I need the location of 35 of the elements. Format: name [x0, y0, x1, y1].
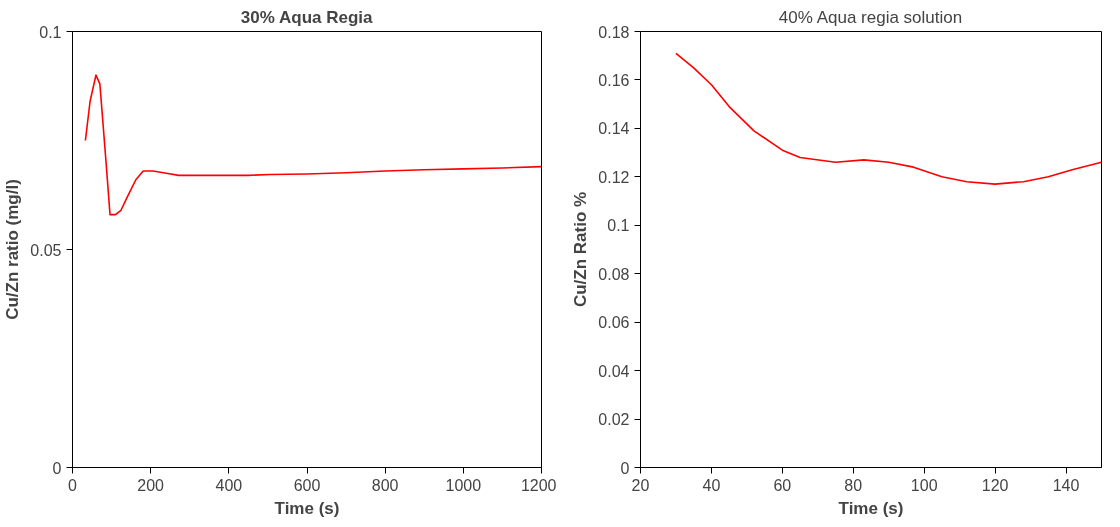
x-tick-label: 140 [1052, 476, 1080, 494]
x-tick-label: 0 [68, 476, 78, 494]
y-tick-label: 0.05 [30, 241, 62, 259]
x-tick-label: 40 [702, 476, 721, 494]
y-tick-label: 0.04 [598, 362, 630, 380]
y-tick-label: 0 [620, 459, 630, 477]
x-tick-label: 400 [215, 476, 243, 494]
x-tick-label: 600 [293, 476, 321, 494]
y-tick-label: 0.06 [598, 314, 630, 332]
x-tick-label: 1200 [520, 476, 557, 494]
chart-title: 30% Aqua Regia [240, 7, 374, 27]
line-series [675, 52, 1102, 185]
y-tick-label: 0.1 [39, 23, 62, 41]
y-tick-label: 0.18 [598, 23, 630, 41]
x-tick-label: 60 [773, 476, 792, 494]
x-tick-label: 20 [631, 476, 650, 494]
chart-title: 40% Aqua regia solution [778, 7, 963, 27]
x-tick-label: 120 [981, 476, 1009, 494]
line-series [84, 74, 542, 216]
x-tick-label: 80 [844, 476, 863, 494]
y-tick-label: 0.02 [598, 411, 630, 429]
x-tick-label: 800 [371, 476, 399, 494]
y-tick-label: 0.12 [598, 168, 630, 186]
y-tick-label: 0 [52, 459, 62, 477]
y-tick-label: 0.14 [598, 120, 630, 138]
x-tick-label: 1000 [445, 476, 482, 494]
y-tick-label: 0.16 [598, 71, 630, 89]
y-axis-title: Cu/Zn Ratio % [571, 191, 591, 308]
x-axis-title: Time (s) [838, 498, 904, 518]
x-tick-label: 100 [910, 476, 938, 494]
x-tick-label: 200 [137, 476, 165, 494]
y-tick-label: 0.1 [607, 217, 630, 235]
y-axis-title: Cu/Zn ratio (mg/l) [3, 179, 23, 320]
x-axis-title: Time (s) [274, 498, 340, 518]
y-tick-label: 0.08 [598, 265, 630, 283]
